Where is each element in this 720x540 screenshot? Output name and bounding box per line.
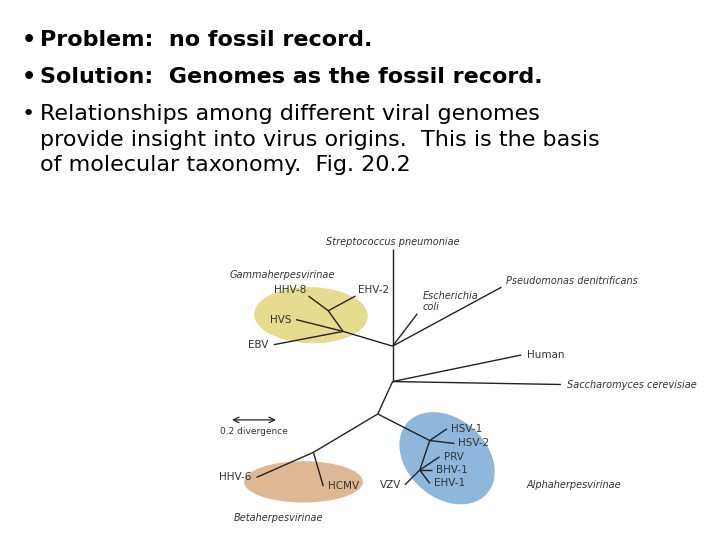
- Text: HHV-8: HHV-8: [274, 285, 306, 294]
- Text: •: •: [22, 30, 36, 50]
- Text: Betaherpesvirinae: Betaherpesvirinae: [234, 513, 323, 523]
- Text: EBV: EBV: [248, 340, 269, 350]
- Text: EHV-2: EHV-2: [358, 285, 389, 294]
- Text: Streptococcus pneumoniae: Streptococcus pneumoniae: [325, 237, 459, 247]
- Text: Solution:  Genomes as the fossil record.: Solution: Genomes as the fossil record.: [40, 67, 543, 87]
- Text: •: •: [22, 67, 36, 87]
- Text: Saccharomyces cerevisiae: Saccharomyces cerevisiae: [567, 380, 696, 389]
- Text: EHV-1: EHV-1: [433, 478, 465, 488]
- Text: HVS: HVS: [269, 315, 291, 325]
- Text: Problem:  no fossil record.: Problem: no fossil record.: [40, 30, 372, 50]
- Text: Alphaherpesvirinae: Alphaherpesvirinae: [526, 480, 621, 490]
- Text: Pseudomonas denitrificans: Pseudomonas denitrificans: [506, 276, 638, 286]
- Text: PRV: PRV: [444, 452, 464, 462]
- Text: HSV-1: HSV-1: [451, 424, 482, 434]
- Ellipse shape: [400, 412, 495, 504]
- Text: Relationships among different viral genomes
provide insight into virus origins. : Relationships among different viral geno…: [40, 104, 600, 175]
- Text: HCMV: HCMV: [328, 481, 359, 491]
- Text: 0.2 divergence: 0.2 divergence: [220, 427, 288, 436]
- Text: Gammaherpesvirinae: Gammaherpesvirinae: [229, 271, 335, 280]
- Text: Human: Human: [527, 350, 564, 360]
- Text: HSV-2: HSV-2: [459, 438, 490, 449]
- Ellipse shape: [254, 287, 368, 343]
- Text: •: •: [22, 104, 35, 124]
- Ellipse shape: [244, 461, 363, 503]
- Text: Escherichia
coli: Escherichia coli: [423, 291, 478, 312]
- Text: BHV-1: BHV-1: [436, 465, 468, 475]
- Text: HHV-6: HHV-6: [219, 472, 251, 482]
- Text: VZV: VZV: [379, 480, 401, 490]
